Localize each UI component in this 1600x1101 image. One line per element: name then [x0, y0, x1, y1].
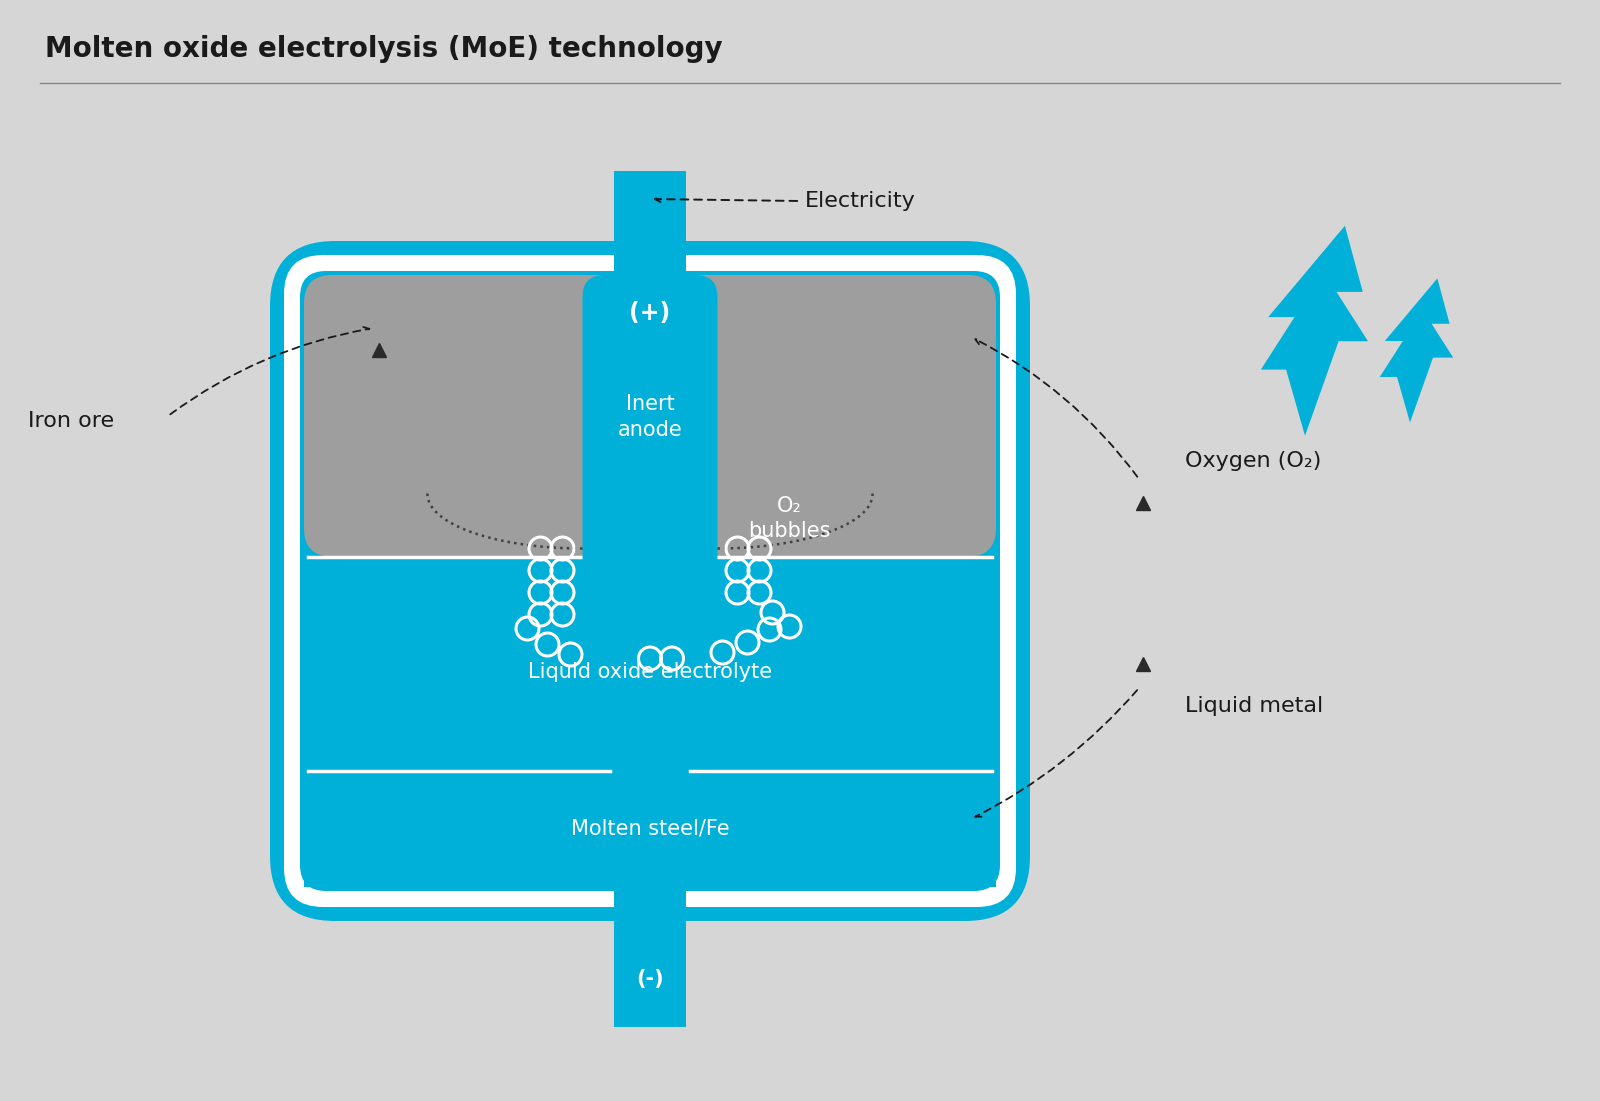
Text: (+): (+): [629, 301, 670, 325]
Polygon shape: [1379, 279, 1453, 423]
Text: Molten steel/Fe: Molten steel/Fe: [571, 819, 730, 839]
Polygon shape: [1261, 226, 1368, 436]
FancyBboxPatch shape: [270, 241, 1030, 922]
FancyBboxPatch shape: [304, 275, 995, 556]
Bar: [304, 556, 995, 771]
FancyBboxPatch shape: [582, 275, 717, 578]
Text: (-): (-): [637, 969, 664, 989]
Text: Liquid metal: Liquid metal: [1186, 696, 1323, 716]
Text: Inert
anode: Inert anode: [618, 394, 682, 439]
Text: O₂
bubbles: O₂ bubbles: [749, 497, 830, 541]
Text: Iron ore: Iron ore: [29, 411, 114, 430]
Text: Oxygen (O₂): Oxygen (O₂): [1186, 451, 1322, 471]
Text: Electricity: Electricity: [805, 190, 915, 211]
Text: Liquid oxide electrolyte: Liquid oxide electrolyte: [528, 662, 773, 682]
FancyBboxPatch shape: [301, 271, 1000, 891]
Bar: [304, 771, 995, 887]
Bar: [614, 883, 686, 1027]
FancyBboxPatch shape: [285, 255, 1016, 907]
Bar: [614, 171, 686, 279]
Text: Molten oxide electrolysis (MoE) technology: Molten oxide electrolysis (MoE) technolo…: [45, 35, 723, 63]
